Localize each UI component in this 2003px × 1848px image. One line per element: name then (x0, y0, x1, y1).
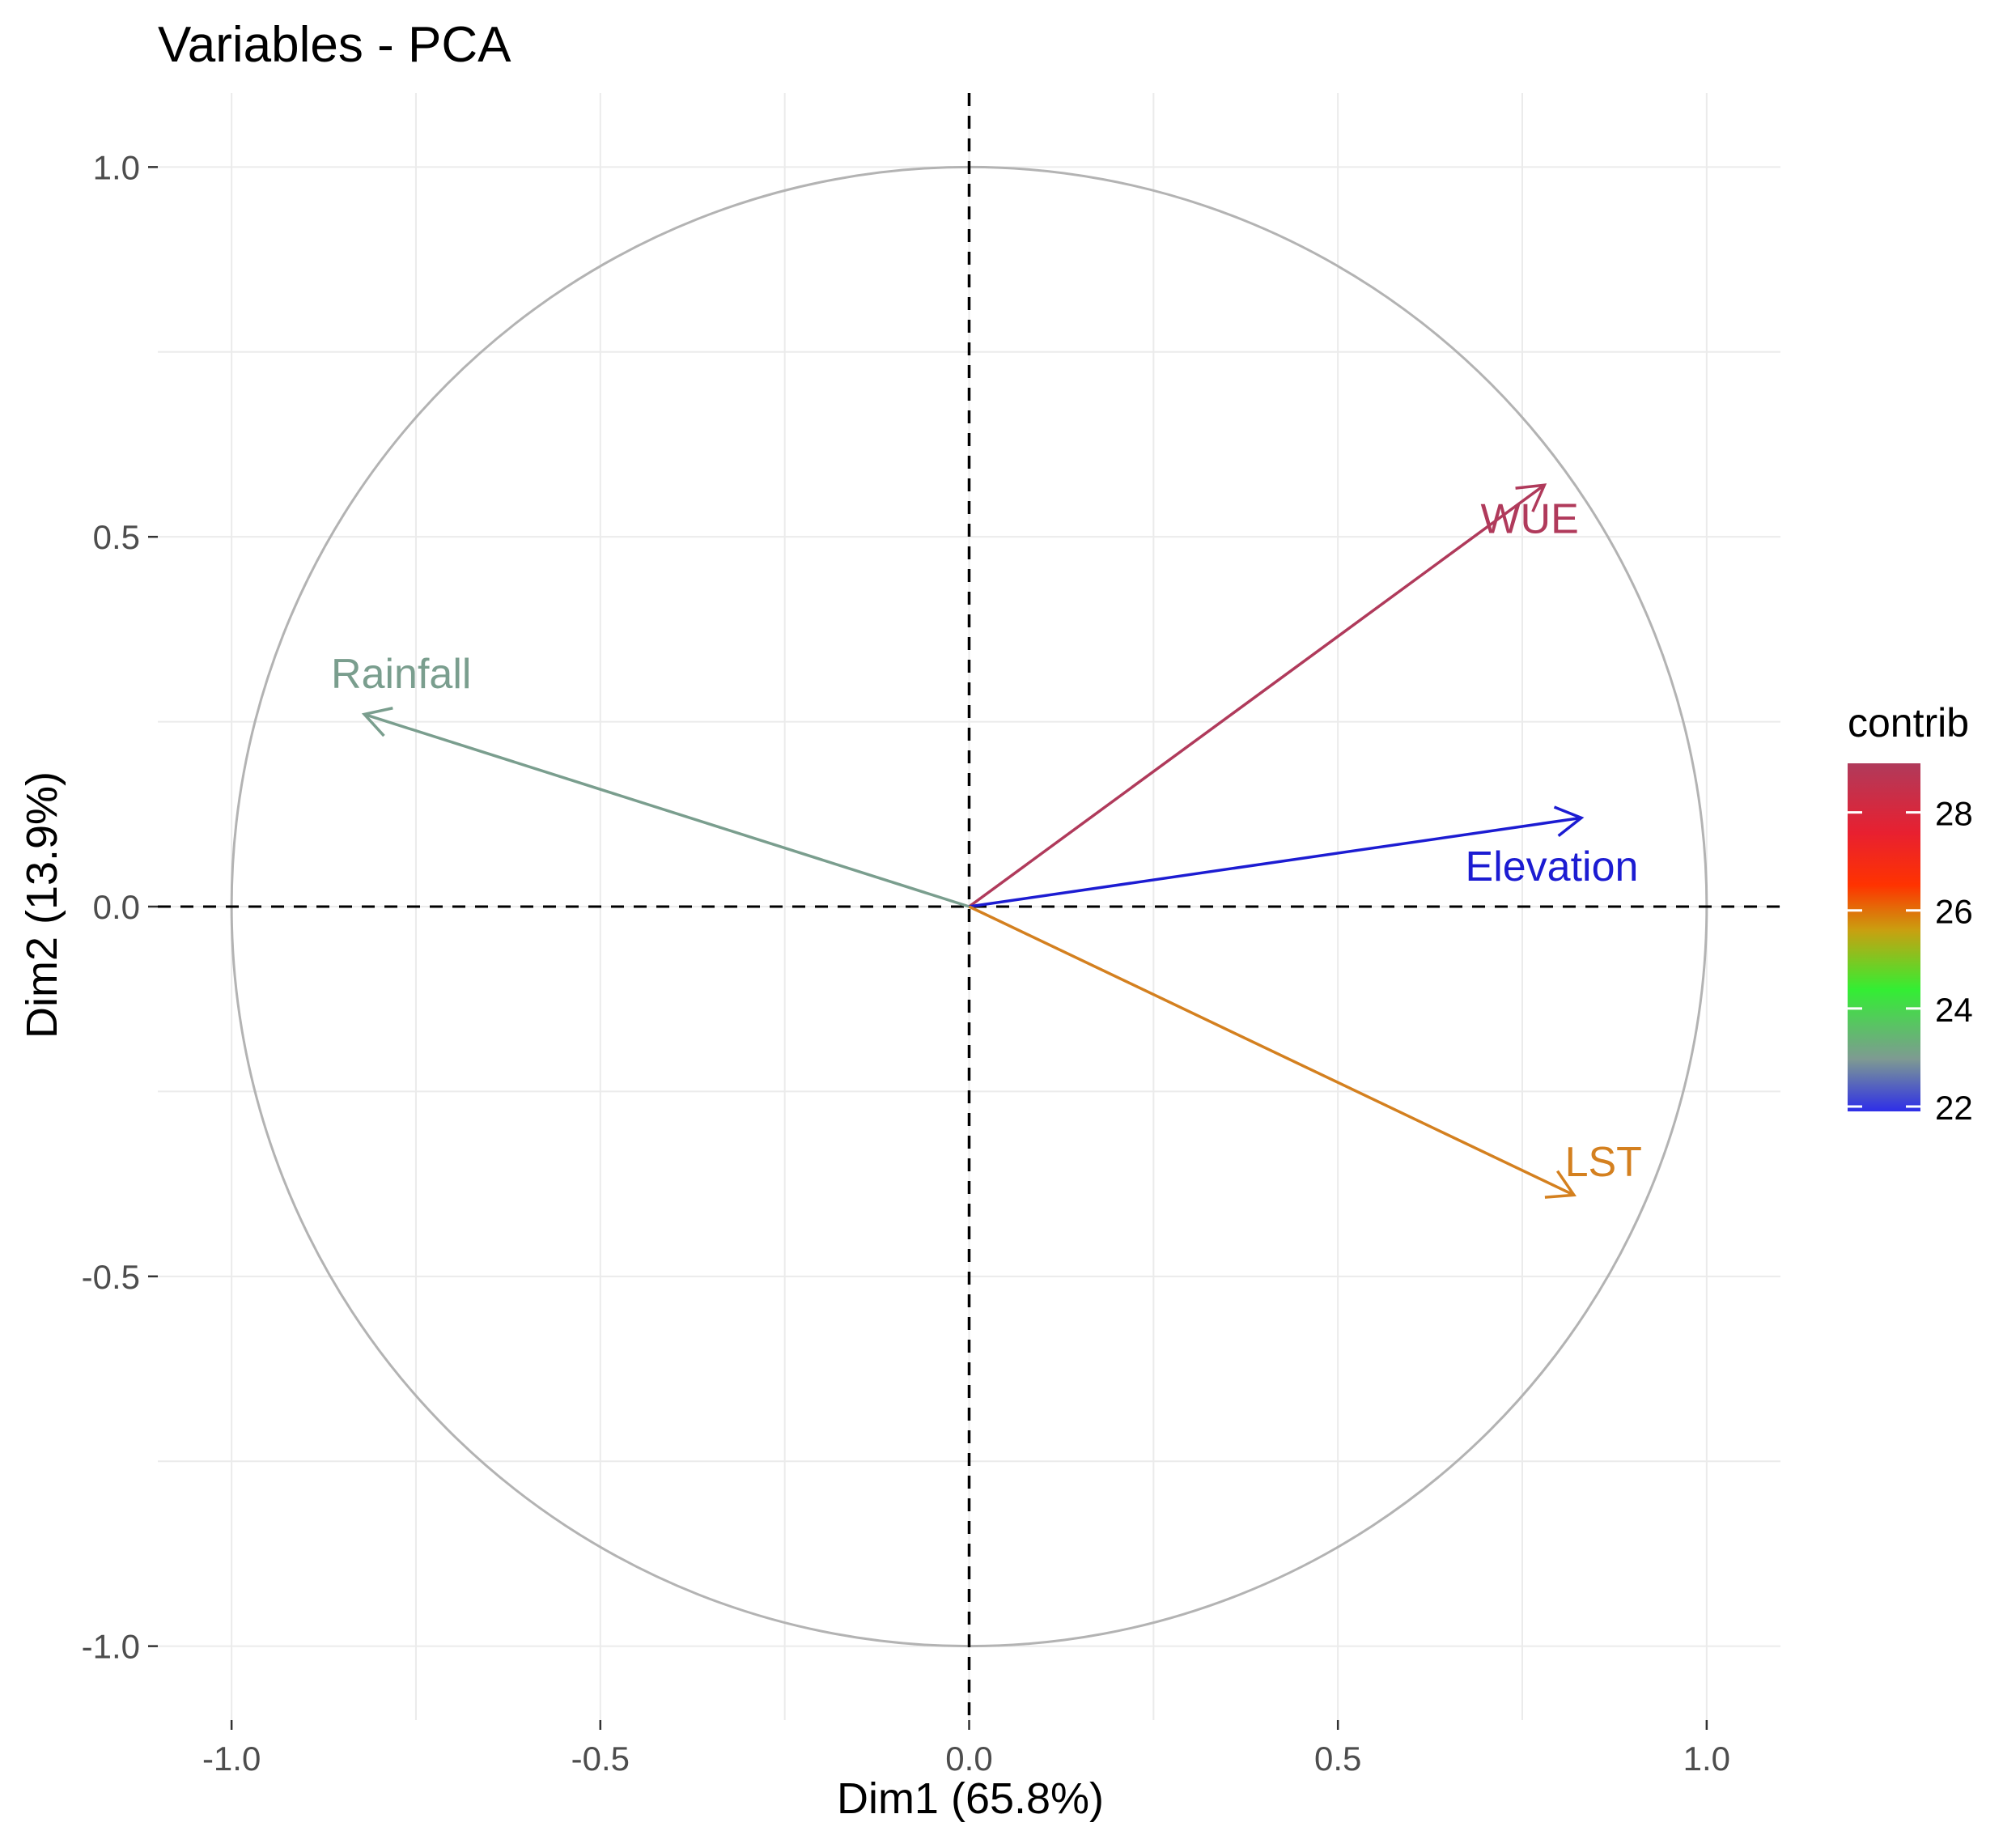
legend-tick-label: 24 (1935, 991, 1973, 1029)
x-tick-label: -0.5 (571, 1740, 630, 1778)
y-axis-label: Dim2 (13.9%) (18, 771, 66, 1039)
label-lst: LST (1565, 1139, 1642, 1186)
y-tick-label: 0.0 (93, 888, 140, 926)
label-rainfall: Rainfall (331, 651, 471, 698)
x-tick-label: 0.5 (1314, 1740, 1361, 1778)
variable-arrows (361, 483, 1585, 1199)
chart-title: Variables - PCA (158, 17, 511, 73)
x-tick-label: 0.0 (945, 1740, 992, 1778)
x-tick-label: -1.0 (202, 1740, 261, 1778)
legend-tick-label: 26 (1935, 893, 1973, 931)
arrowhead-lst (1544, 1170, 1577, 1199)
legend-tick-label: 28 (1935, 795, 1973, 833)
arrowhead-rainfall (361, 707, 393, 737)
axes: -1.0 -0.5 0.0 0.5 1.0 -1.0 -0.5 0.0 0.5 1.0 (82, 93, 1780, 1778)
legend-colorbar (1848, 763, 1920, 1111)
arrowhead-wue (1515, 483, 1547, 512)
legend: contrib 22 24 26 28 (1848, 700, 1973, 1127)
label-elevation: Elevation (1466, 843, 1639, 890)
y-tick-label: -0.5 (82, 1258, 140, 1296)
variable-labels: WUE Rainfall Elevation LST (331, 495, 1642, 1186)
legend-tick-label: 22 (1935, 1089, 1973, 1127)
legend-title: contrib (1848, 700, 1969, 746)
arrowhead-elevation (1553, 805, 1585, 838)
arrow-wue (968, 483, 1546, 908)
arrow-elevation (969, 816, 1582, 908)
x-tick-label: 1.0 (1683, 1740, 1730, 1778)
x-axis-label: Dim1 (65.8%) (837, 1774, 1104, 1823)
arrow-lst (968, 905, 1575, 1196)
label-wue: WUE (1480, 495, 1578, 542)
y-tick-label: -1.0 (82, 1628, 140, 1666)
arrow-rainfall (363, 712, 970, 908)
y-tick-label: 1.0 (93, 148, 140, 186)
y-tick-label: 0.5 (93, 518, 140, 556)
